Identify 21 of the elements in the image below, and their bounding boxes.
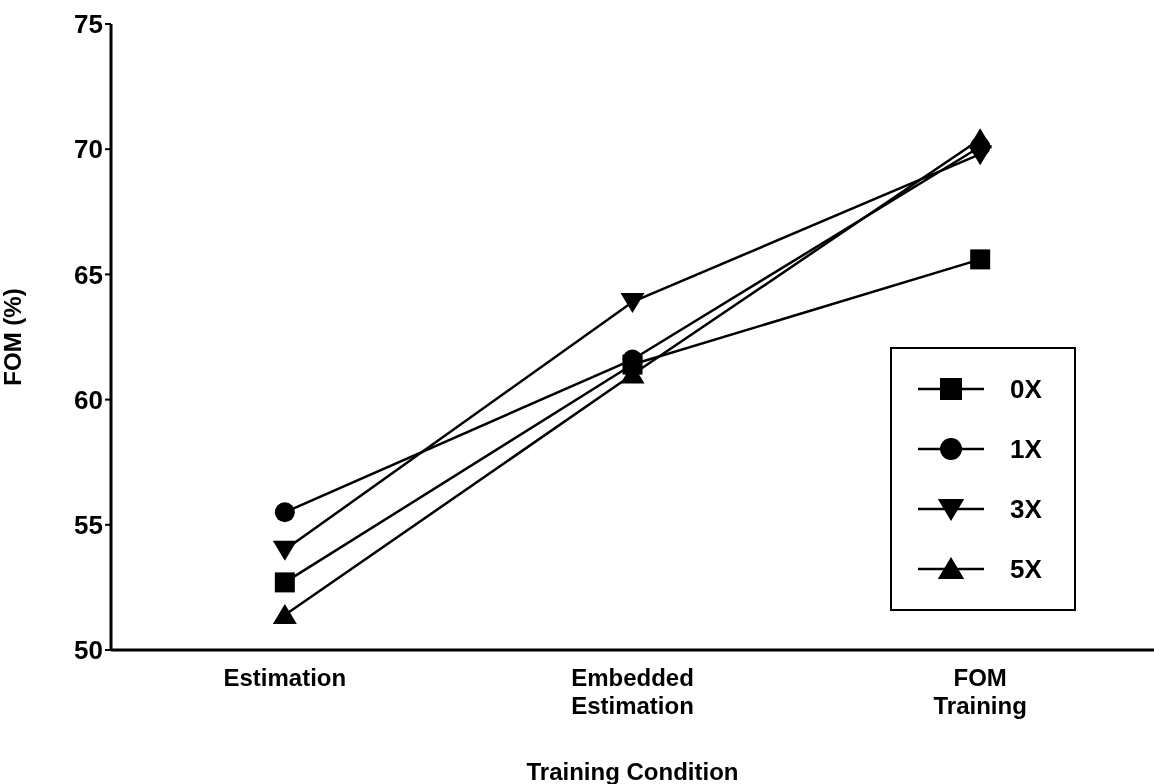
legend-label: 3X — [1010, 493, 1042, 525]
legend-label: 1X — [1010, 433, 1042, 465]
point — [274, 572, 295, 593]
point — [272, 540, 297, 561]
x-tick-label: Estimation — [223, 664, 347, 691]
x-tick-label: Embedded Estimation — [571, 664, 694, 719]
y-tick-label: 65 — [74, 259, 103, 290]
point — [272, 603, 297, 624]
legend-label: 0X — [1010, 373, 1042, 405]
point — [274, 502, 295, 523]
y-tick-label: 50 — [74, 635, 103, 666]
point — [970, 249, 991, 270]
legend-label: 5X — [1010, 553, 1042, 585]
point — [968, 128, 993, 149]
x-tick-label: FOM Training — [933, 664, 1027, 719]
point — [620, 292, 645, 313]
y-axis-title: FOM (%) — [0, 288, 26, 386]
y-tick-label: 60 — [74, 384, 103, 415]
y-tick-label: 75 — [74, 9, 103, 40]
y-tick-label: 55 — [74, 510, 103, 541]
y-tick-label: 70 — [74, 134, 103, 165]
